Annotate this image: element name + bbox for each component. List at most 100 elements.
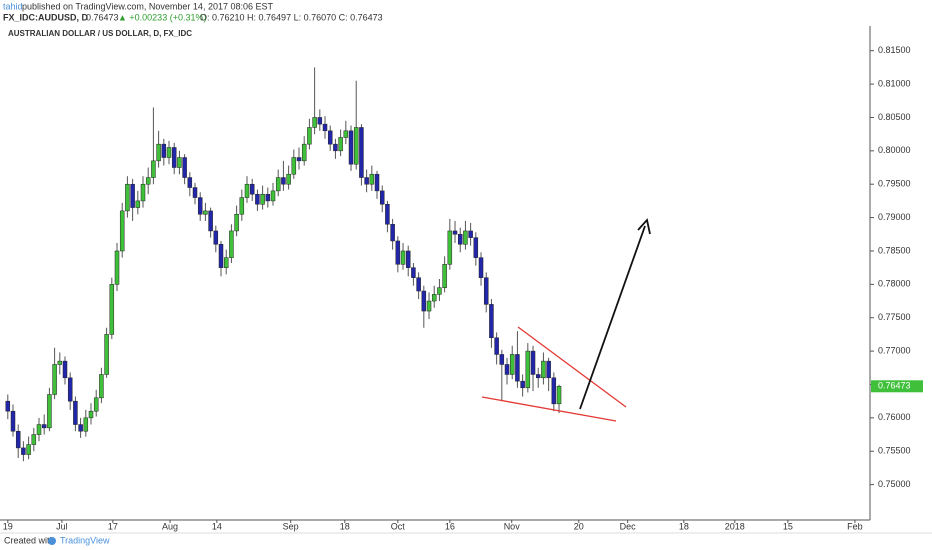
- x-tick-label: Oct: [391, 521, 406, 531]
- candle-body: [99, 374, 104, 399]
- candle-body: [452, 230, 458, 235]
- candle-body: [234, 214, 239, 232]
- candle-body: [156, 143, 161, 162]
- candle-body: [161, 143, 167, 158]
- candle-body: [483, 277, 489, 305]
- candle-body: [374, 173, 380, 192]
- candle-body: [322, 123, 328, 132]
- candle-body: [140, 183, 146, 202]
- candle-body: [151, 160, 156, 178]
- candle-body: [260, 193, 265, 205]
- x-tick-label: 14: [212, 521, 222, 531]
- candle-body: [187, 177, 193, 188]
- candle-body: [21, 447, 26, 455]
- candle-body: [333, 143, 338, 152]
- candle-body: [379, 190, 385, 205]
- candle-body: [62, 360, 68, 379]
- y-tick-label: 0.77000: [878, 345, 911, 355]
- chart-title: AUSTRALIAN DOLLAR / US DOLLAR, D, FX_IDC: [8, 29, 192, 38]
- candle-body: [203, 210, 208, 215]
- candle-body: [296, 157, 302, 162]
- candle-body: [114, 250, 120, 285]
- candle-body: [520, 380, 525, 389]
- candle-body: [312, 117, 317, 128]
- candle-body: [244, 183, 250, 198]
- candle-body: [421, 290, 427, 312]
- author[interactable]: tahid: [3, 1, 23, 11]
- candle-body: [405, 250, 411, 268]
- y-tick-label: 0.78000: [878, 279, 911, 289]
- candle-body: [499, 354, 505, 365]
- candle-body: [535, 374, 541, 379]
- candle-body: [509, 354, 515, 375]
- candle-body: [473, 237, 479, 258]
- candle-body: [208, 210, 213, 232]
- y-tick-label: 0.81000: [878, 78, 911, 88]
- candle-body: [385, 203, 390, 225]
- candle-body: [239, 197, 245, 215]
- candle-body: [88, 410, 94, 419]
- candle-body: [504, 364, 510, 375]
- y-tick-label: 0.80500: [878, 112, 911, 122]
- candle-body: [197, 197, 203, 215]
- candle-body: [291, 157, 297, 175]
- published: published on TradingView.com, November 1…: [22, 1, 273, 11]
- y-tick-label: 0.79000: [878, 212, 911, 222]
- arrow-shaft: [579, 225, 646, 410]
- candle-body: [551, 377, 557, 405]
- candle-body: [36, 424, 42, 435]
- wedge-upper: [517, 326, 627, 408]
- candle-body: [125, 183, 130, 212]
- last-price-label: 0.76473: [878, 381, 911, 391]
- candle-body: [530, 350, 536, 375]
- candle-body: [447, 230, 453, 265]
- y-tick-label: 0.75000: [878, 479, 911, 489]
- candle-body: [359, 127, 364, 178]
- x-tick-label: 19: [3, 521, 13, 531]
- candle-body: [478, 257, 484, 278]
- candle-body: [338, 137, 343, 152]
- candle-body: [281, 177, 286, 185]
- candle-body: [130, 183, 135, 208]
- candle-body: [26, 444, 31, 455]
- candle-body: [369, 173, 375, 185]
- y-tick-label: 0.75500: [878, 446, 911, 456]
- ohlc: O: 0.76210 H: 0.76497 L: 0.76070 C: 0.76…: [200, 12, 383, 22]
- y-tick-label: 0.79500: [878, 179, 911, 189]
- wedge-lower: [481, 396, 617, 422]
- change: ▲ +0.00233 (+0.31%): [118, 12, 206, 22]
- candle-body: [489, 304, 494, 339]
- candle-body: [426, 300, 432, 312]
- candle-body: [468, 230, 473, 238]
- candle-body: [437, 287, 442, 295]
- candle-body: [109, 284, 115, 335]
- candles: [5, 67, 562, 462]
- candle-body: [57, 360, 63, 365]
- candle-body: [515, 354, 520, 382]
- x-tick-label: 18: [679, 521, 689, 531]
- candle-body: [223, 257, 229, 268]
- candle-body: [411, 267, 416, 278]
- footer-brand[interactable]: TradingView: [60, 535, 110, 545]
- candle-body: [135, 200, 141, 208]
- x-tick-label: Sep: [283, 521, 299, 531]
- candle-body: [213, 230, 219, 245]
- x-tick-label: Nov: [504, 521, 521, 531]
- candle-body: [400, 250, 406, 265]
- candle-body: [73, 400, 78, 425]
- x-tick-label: Feb: [847, 521, 863, 531]
- last-price: 0.76473: [86, 12, 119, 22]
- candle-body: [119, 210, 125, 252]
- candle-body: [166, 147, 172, 158]
- symbol: FX_IDC:AUDUSD, D: [3, 12, 89, 22]
- candle-body: [5, 400, 11, 412]
- candle-body: [286, 173, 291, 185]
- y-tick-label: 0.78500: [878, 245, 911, 255]
- candle-body: [83, 417, 89, 432]
- candle-body: [145, 177, 151, 185]
- candle-body: [10, 410, 16, 432]
- x-tick-label: 16: [445, 521, 455, 531]
